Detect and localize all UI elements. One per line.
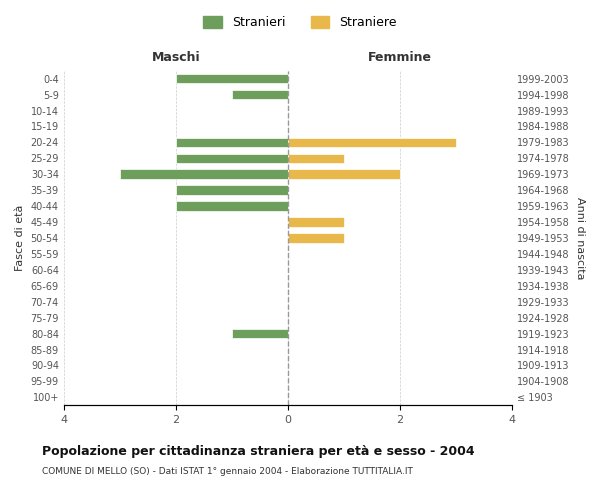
Bar xyxy=(176,186,288,195)
Bar xyxy=(176,202,288,211)
Legend: Stranieri, Straniere: Stranieri, Straniere xyxy=(198,11,402,34)
Y-axis label: Anni di nascita: Anni di nascita xyxy=(575,196,585,279)
Bar xyxy=(176,74,288,84)
Bar xyxy=(232,329,288,338)
Bar xyxy=(232,90,288,100)
Bar xyxy=(288,170,400,179)
Bar xyxy=(288,138,456,147)
Bar xyxy=(176,154,288,163)
Bar xyxy=(288,233,344,243)
Text: Femmine: Femmine xyxy=(368,51,432,64)
Bar xyxy=(120,170,288,179)
Text: COMUNE DI MELLO (SO) - Dati ISTAT 1° gennaio 2004 - Elaborazione TUTTITALIA.IT: COMUNE DI MELLO (SO) - Dati ISTAT 1° gen… xyxy=(42,468,413,476)
Bar xyxy=(176,138,288,147)
Bar xyxy=(288,218,344,227)
Text: Maschi: Maschi xyxy=(151,51,200,64)
Y-axis label: Fasce di età: Fasce di età xyxy=(15,205,25,271)
Bar xyxy=(288,154,344,163)
Text: Popolazione per cittadinanza straniera per età e sesso - 2004: Popolazione per cittadinanza straniera p… xyxy=(42,445,475,458)
